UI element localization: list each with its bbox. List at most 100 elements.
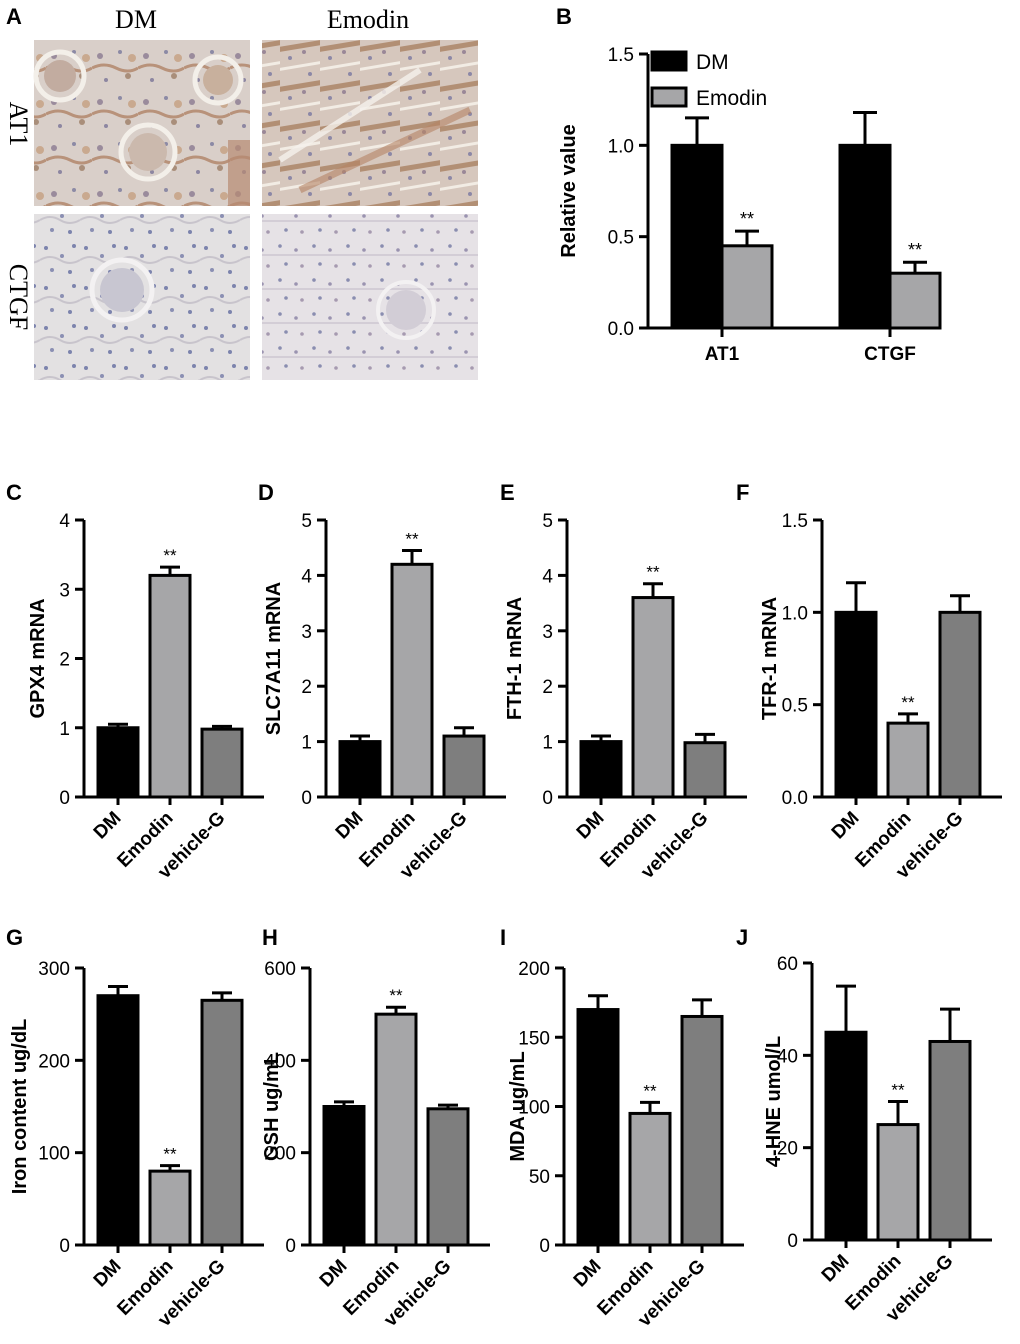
micrograph-at1-emodin	[262, 40, 478, 206]
x-tick-label: DM	[828, 808, 864, 844]
significance-marker: **	[643, 1081, 657, 1100]
y-tick-label: 200	[264, 1144, 296, 1165]
bar-emodin	[888, 271, 942, 330]
y-axis-label: GSH ug/mL	[261, 1052, 283, 1161]
bar-emodin	[148, 573, 192, 799]
bar-emodin	[720, 244, 774, 330]
bar-emodin	[390, 562, 434, 799]
bar-dm	[579, 740, 623, 799]
y-tick-label: 4	[542, 566, 553, 587]
x-tick-label: DM	[90, 808, 126, 844]
y-axis-label: FTH-1 mRNA	[504, 597, 526, 720]
y-tick-label: 2	[301, 677, 312, 698]
bar-emodin	[148, 1169, 192, 1247]
y-axis-label: Iron content ug/dL	[9, 1019, 31, 1195]
bar-emodin	[628, 1111, 672, 1247]
significance-marker: **	[389, 986, 403, 1005]
significance-marker: **	[908, 240, 922, 260]
bar-dm	[838, 143, 892, 330]
y-tick-label: 4	[59, 511, 70, 532]
x-tick-label: DM	[570, 1256, 606, 1292]
y-tick-label: 60	[777, 954, 798, 975]
legend-label-dm: DM	[696, 51, 729, 74]
y-tick-label: 1.5	[782, 511, 808, 532]
y-tick-label: 3	[59, 580, 70, 601]
bar-vehicle-g	[928, 1039, 972, 1242]
y-tick-label: 0.5	[782, 696, 808, 717]
significance-marker: **	[901, 693, 915, 712]
panel-c-letter: C	[6, 480, 22, 505]
y-tick-label: 20	[777, 1139, 798, 1160]
bar-vehicle-g	[938, 610, 982, 799]
legend-label-emodin: Emodin	[696, 87, 767, 110]
y-tick-label: 1	[59, 719, 70, 740]
y-axis-label: MDA ug/mL	[507, 1051, 529, 1161]
bar-dm	[96, 994, 140, 1247]
y-tick-label: 100	[38, 1144, 70, 1165]
y-tick-label: 1	[301, 733, 312, 754]
y-tick-label: 2	[59, 650, 70, 671]
y-tick-label: 3	[301, 622, 312, 643]
y-axis-label: GPX4 mRNA	[27, 598, 49, 718]
panel-i-letter: I	[500, 925, 506, 950]
bar-vehicle-g	[683, 741, 727, 799]
x-tick-label: CTGF	[864, 344, 916, 365]
significance-marker: **	[405, 529, 419, 548]
y-tick-label: 200	[38, 1051, 70, 1072]
y-tick-label: 200	[518, 959, 550, 980]
significance-marker: **	[163, 546, 177, 565]
bar-emodin	[876, 1123, 920, 1242]
y-tick-label: 0	[539, 1236, 550, 1257]
bar-dm	[96, 726, 140, 799]
y-axis-label: TFR-1 mRNA	[759, 597, 781, 720]
bar-dm	[322, 1105, 366, 1247]
y-tick-label: 0	[285, 1236, 296, 1257]
panel-g-letter: G	[6, 925, 23, 950]
micrograph-ctgf-dm	[34, 214, 250, 380]
y-tick-label: 3	[542, 622, 553, 643]
bar-vehicle-g	[200, 727, 244, 799]
bar-vehicle-g	[680, 1014, 724, 1247]
micrograph-ctgf-emodin	[262, 214, 478, 380]
bar-dm	[576, 1008, 620, 1247]
y-tick-label: 0.5	[608, 228, 634, 249]
y-tick-label: 40	[777, 1046, 798, 1067]
column-label-dm: DM	[115, 5, 157, 34]
y-tick-label: 1.0	[782, 603, 808, 624]
y-tick-label: 1.0	[608, 136, 634, 157]
panel-b-letter: B	[556, 4, 572, 29]
y-tick-label: 2	[542, 677, 553, 698]
bar-emodin	[631, 596, 675, 799]
bar-dm	[670, 143, 724, 330]
bar-dm	[834, 610, 878, 799]
panel-b-chart: B 0.0 0.5 1.0 1.5 Relative value ** AT1 ** CTGF DM…	[556, 4, 942, 365]
micrograph-at1-dm	[33, 40, 250, 206]
panel-j-letter: J	[736, 925, 748, 950]
panel-f-letter: F	[736, 480, 749, 505]
y-tick-label: 5	[542, 511, 553, 532]
significance-marker: **	[646, 563, 660, 582]
row-label-at1: AT1	[4, 102, 33, 147]
x-tick-label: DM	[90, 1256, 126, 1292]
bar-dm	[824, 1030, 868, 1242]
y-tick-label: 600	[264, 959, 296, 980]
y-tick-label: 100	[518, 1098, 550, 1119]
legend-swatch-emodin	[650, 86, 688, 108]
y-tick-label: 0	[301, 788, 312, 809]
y-tick-label: 400	[264, 1051, 296, 1072]
y-tick-label: 0	[59, 788, 70, 809]
panel-e-letter: E	[500, 480, 515, 505]
x-tick-label: AT1	[705, 344, 740, 365]
y-tick-label: 0	[59, 1236, 70, 1257]
row-label-ctgf: CTGF	[4, 264, 33, 330]
y-tick-label: 5	[301, 511, 312, 532]
y-tick-label: 0.0	[782, 788, 808, 809]
y-tick-label: 300	[38, 959, 70, 980]
y-tick-label: 4	[301, 566, 312, 587]
